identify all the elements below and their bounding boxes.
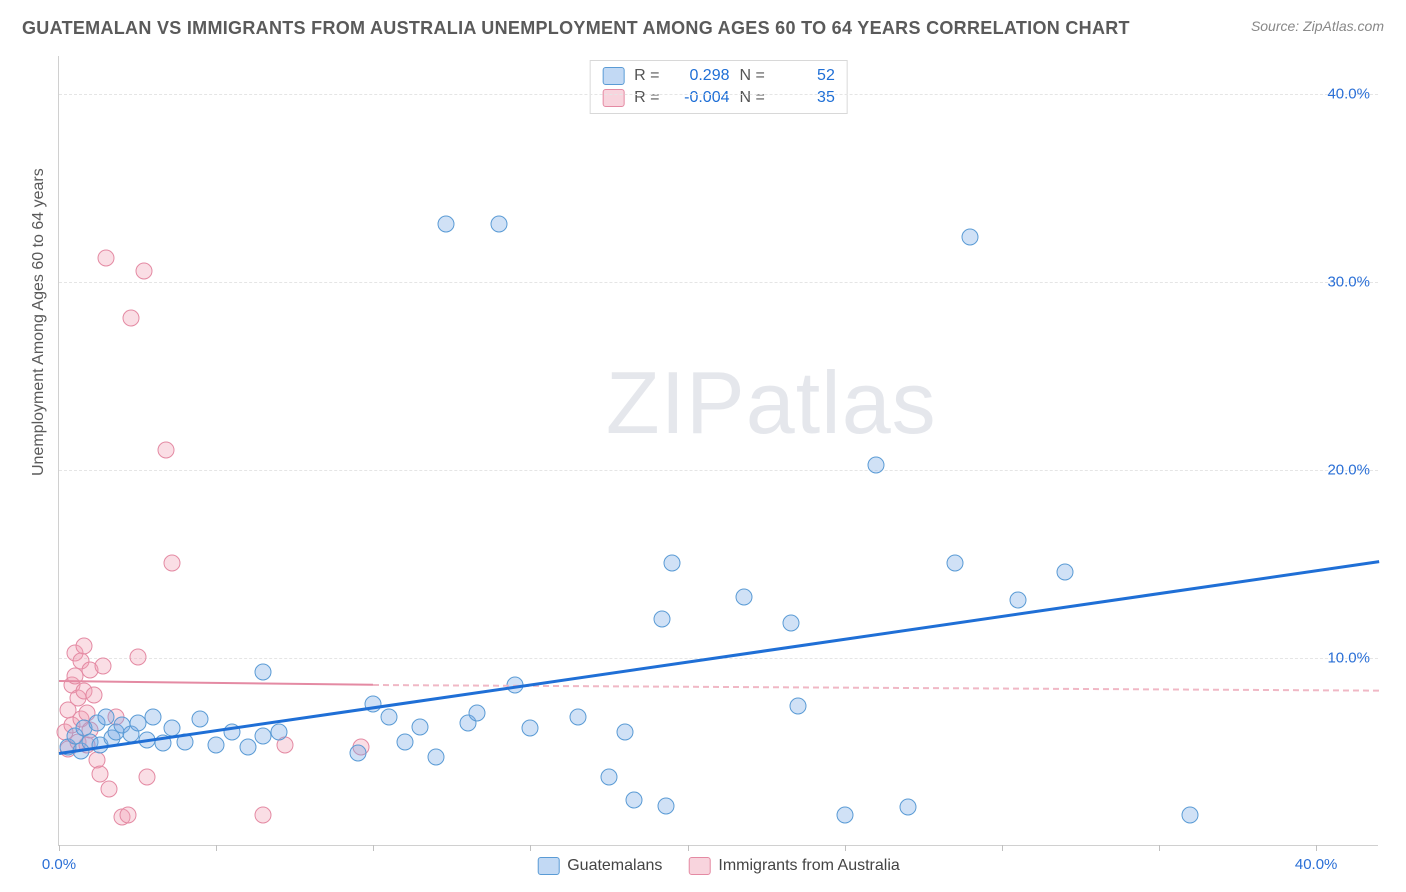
swatch-pink-icon: [688, 857, 710, 875]
swatch-blue-icon: [537, 857, 559, 875]
y-tick-label: 30.0%: [1327, 273, 1370, 290]
y-tick-label: 20.0%: [1327, 461, 1370, 478]
series-legend: Guatemalans Immigrants from Australia: [537, 857, 900, 875]
scatter-point-blue: [396, 733, 413, 750]
scatter-point-blue: [192, 710, 209, 727]
scatter-point-pink: [98, 250, 115, 267]
x-tick-label: 0.0%: [42, 856, 76, 873]
scatter-point-blue: [412, 718, 429, 735]
r-value-pink: -0.004: [670, 89, 730, 107]
scatter-point-blue: [783, 615, 800, 632]
scatter-point-blue: [428, 748, 445, 765]
correlation-legend: R = 0.298 N = 52 R = -0.004 N = 35: [589, 60, 848, 114]
scatter-point-blue: [491, 216, 508, 233]
x-tick-mark: [688, 845, 689, 851]
x-tick-mark: [59, 845, 60, 851]
x-tick-mark: [373, 845, 374, 851]
scatter-point-blue: [469, 705, 486, 722]
y-tick-label: 40.0%: [1327, 85, 1370, 102]
y-axis-label: Unemployment Among Ages 60 to 64 years: [30, 168, 48, 476]
r-value-blue: 0.298: [670, 67, 730, 85]
scatter-point-blue: [626, 791, 643, 808]
legend-label-blue: Guatemalans: [567, 857, 662, 875]
chart-title: GUATEMALAN VS IMMIGRANTS FROM AUSTRALIA …: [22, 18, 1130, 39]
x-tick-mark: [1002, 845, 1003, 851]
swatch-pink-icon: [602, 89, 624, 107]
legend-row-pink: R = -0.004 N = 35: [602, 87, 835, 109]
scatter-point-blue: [271, 724, 288, 741]
scatter-point-blue: [663, 554, 680, 571]
scatter-point-pink: [164, 554, 181, 571]
watermark-logo: ZIPatlas: [606, 352, 937, 454]
scatter-point-pink: [129, 648, 146, 665]
legend-item-blue: Guatemalans: [537, 857, 662, 875]
r-label: R =: [634, 67, 659, 85]
legend-row-blue: R = 0.298 N = 52: [602, 65, 835, 87]
scatter-point-blue: [946, 554, 963, 571]
scatter-point-blue: [349, 744, 366, 761]
scatter-point-blue: [962, 229, 979, 246]
gridline: [59, 282, 1378, 283]
x-tick-mark: [530, 845, 531, 851]
scatter-point-blue: [365, 695, 382, 712]
scatter-point-blue: [208, 737, 225, 754]
scatter-point-pink: [135, 263, 152, 280]
scatter-point-blue: [1182, 806, 1199, 823]
n-value-pink: 35: [775, 89, 835, 107]
scatter-point-blue: [1009, 592, 1026, 609]
x-tick-mark: [845, 845, 846, 851]
header: GUATEMALAN VS IMMIGRANTS FROM AUSTRALIA …: [0, 0, 1406, 47]
x-tick-mark: [1316, 845, 1317, 851]
trend-line-pink: [59, 680, 373, 686]
chart-container: Unemployment Among Ages 60 to 64 years Z…: [40, 56, 1380, 876]
scatter-point-blue: [255, 727, 272, 744]
scatter-point-blue: [789, 697, 806, 714]
n-label: N =: [740, 89, 765, 107]
scatter-point-pink: [85, 686, 102, 703]
swatch-blue-icon: [602, 67, 624, 85]
y-tick-label: 10.0%: [1327, 649, 1370, 666]
scatter-point-blue: [522, 720, 539, 737]
source-attribution: Source: ZipAtlas.com: [1251, 18, 1384, 34]
scatter-point-pink: [123, 310, 140, 327]
scatter-point-blue: [145, 709, 162, 726]
scatter-point-pink: [76, 637, 93, 654]
scatter-point-blue: [129, 714, 146, 731]
scatter-point-pink: [120, 806, 137, 823]
gridline: [59, 470, 1378, 471]
scatter-point-blue: [239, 739, 256, 756]
x-tick-label: 40.0%: [1295, 856, 1338, 873]
scatter-point-blue: [616, 724, 633, 741]
n-label: N =: [740, 67, 765, 85]
scatter-point-blue: [654, 611, 671, 628]
scatter-point-pink: [95, 658, 112, 675]
legend-label-pink: Immigrants from Australia: [718, 857, 899, 875]
scatter-point-pink: [157, 442, 174, 459]
x-tick-mark: [1159, 845, 1160, 851]
scatter-point-blue: [899, 799, 916, 816]
scatter-point-blue: [601, 769, 618, 786]
scatter-point-pink: [255, 806, 272, 823]
r-label: R =: [634, 89, 659, 107]
scatter-point-blue: [255, 663, 272, 680]
n-value-blue: 52: [775, 67, 835, 85]
x-tick-mark: [216, 845, 217, 851]
scatter-point-blue: [836, 806, 853, 823]
scatter-point-pink: [139, 769, 156, 786]
scatter-point-blue: [736, 588, 753, 605]
scatter-point-blue: [569, 709, 586, 726]
gridline: [59, 94, 1378, 95]
scatter-point-pink: [101, 780, 118, 797]
scatter-point-blue: [868, 457, 885, 474]
scatter-point-blue: [437, 216, 454, 233]
scatter-point-blue: [657, 797, 674, 814]
scatter-plot: ZIPatlas R = 0.298 N = 52 R = -0.004 N =…: [58, 56, 1378, 846]
scatter-point-blue: [1056, 564, 1073, 581]
legend-item-pink: Immigrants from Australia: [688, 857, 899, 875]
scatter-point-blue: [381, 709, 398, 726]
